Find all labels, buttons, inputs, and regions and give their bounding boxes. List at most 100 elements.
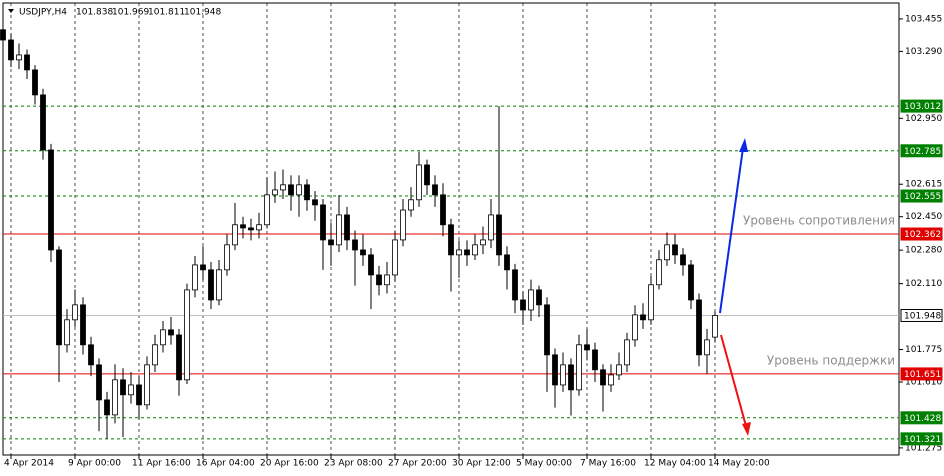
candle-body bbox=[120, 379, 126, 396]
y-tick-label: 102.280 bbox=[905, 246, 942, 256]
level-label: 101.321 bbox=[904, 435, 941, 445]
candle-body bbox=[128, 384, 134, 396]
down-arrow bbox=[720, 334, 747, 427]
header-low: 101.811 bbox=[148, 8, 185, 18]
y-tick-label: 101.775 bbox=[905, 345, 942, 355]
x-tick-label: 27 Apr 20:00 bbox=[388, 459, 447, 469]
header-close: 101.948 bbox=[184, 8, 221, 18]
candle-body bbox=[352, 239, 358, 251]
candle-body bbox=[608, 374, 614, 386]
candle-body bbox=[184, 289, 190, 381]
candle-body bbox=[632, 314, 638, 341]
candle-body bbox=[0, 29, 6, 41]
header-high: 101.969 bbox=[112, 8, 149, 18]
level-label-box bbox=[900, 99, 943, 113]
candle-body bbox=[216, 269, 222, 301]
candle-body bbox=[616, 364, 622, 376]
candle-body bbox=[232, 224, 238, 246]
candle-body bbox=[104, 399, 110, 416]
candle-body bbox=[360, 249, 366, 256]
candle-body bbox=[376, 274, 382, 286]
y-tick-label: 102.615 bbox=[905, 180, 942, 190]
candle-body bbox=[304, 184, 310, 201]
level-label: 101.948 bbox=[904, 311, 941, 321]
x-tick-label: 9 Apr 00:00 bbox=[68, 459, 121, 469]
level-label-box bbox=[900, 308, 943, 322]
candle-body bbox=[488, 214, 494, 241]
candle-body bbox=[88, 344, 94, 366]
candle-body bbox=[64, 319, 70, 346]
candle-body bbox=[16, 54, 22, 61]
candle-body bbox=[264, 194, 270, 226]
x-tick-label: 7 May 16:00 bbox=[580, 459, 636, 469]
candle-body bbox=[112, 379, 118, 416]
candle-body bbox=[208, 269, 214, 301]
candle-body bbox=[432, 184, 438, 196]
y-tick-label: 102.450 bbox=[905, 212, 942, 222]
level-label: 102.555 bbox=[904, 192, 941, 202]
candle-body bbox=[8, 39, 14, 61]
candle-body bbox=[48, 149, 54, 251]
candle-body bbox=[368, 254, 374, 276]
level-label: 101.651 bbox=[904, 370, 941, 380]
y-tick-label: 102.950 bbox=[905, 114, 942, 124]
candle-body bbox=[240, 224, 246, 229]
y-tick-label: 102.110 bbox=[905, 279, 942, 289]
candle-body bbox=[584, 344, 590, 351]
level-label: 101.428 bbox=[904, 414, 941, 424]
candle-body bbox=[384, 274, 390, 286]
candle-body bbox=[280, 184, 286, 191]
candle-body bbox=[160, 329, 166, 346]
header-open: 101.838 bbox=[76, 8, 113, 18]
candle-body bbox=[176, 334, 182, 381]
candle-body bbox=[40, 94, 46, 151]
candle-body bbox=[288, 184, 294, 196]
candle-body bbox=[320, 204, 326, 241]
candle-body bbox=[256, 224, 262, 231]
candle-body bbox=[592, 349, 598, 371]
candle-body bbox=[576, 344, 582, 391]
x-tick-label: 4 Apr 2014 bbox=[4, 459, 54, 469]
level-label: 102.785 bbox=[904, 147, 941, 157]
candle-body bbox=[152, 344, 158, 366]
candle-body bbox=[640, 314, 646, 321]
annotation: Уровень сопротивления bbox=[743, 214, 895, 228]
candle-body bbox=[504, 254, 510, 271]
candle-body bbox=[664, 244, 670, 261]
candle-body bbox=[248, 227, 254, 231]
candle-body bbox=[344, 214, 350, 241]
level-label-box bbox=[900, 144, 943, 158]
candle-body bbox=[224, 244, 230, 271]
up-arrow bbox=[719, 147, 744, 314]
candle-body bbox=[192, 264, 198, 291]
level-label: 103.012 bbox=[904, 102, 941, 112]
candle-body bbox=[96, 364, 102, 401]
y-tick-label: 103.290 bbox=[905, 47, 942, 57]
y-tick-label: 103.455 bbox=[905, 14, 942, 24]
level-label-box bbox=[900, 432, 943, 446]
x-tick-label: 20 Apr 16:00 bbox=[260, 459, 319, 469]
candle-body bbox=[416, 164, 422, 201]
layer: 4 Apr 2014 9 Apr 00:00 11 Apr 16:00 16 Apr … bbox=[0, 3, 943, 469]
candle-body bbox=[680, 254, 686, 266]
candle-body bbox=[536, 289, 542, 306]
candle-body bbox=[672, 244, 678, 256]
candle-body bbox=[424, 164, 430, 186]
candle-body bbox=[464, 249, 470, 256]
candle-body bbox=[544, 304, 550, 356]
y-tick-label: 101.610 bbox=[905, 377, 942, 387]
candle-body bbox=[696, 299, 702, 356]
candle-body bbox=[480, 239, 486, 246]
candle-body bbox=[32, 69, 38, 96]
x-tick-label: 12 May 04:00 bbox=[644, 459, 706, 469]
candle-body bbox=[136, 384, 142, 406]
candle-body bbox=[312, 199, 318, 206]
candle-body bbox=[328, 239, 334, 246]
candle-body bbox=[144, 364, 150, 406]
candle-body bbox=[688, 264, 694, 301]
candle-body bbox=[528, 289, 534, 311]
candle-body bbox=[56, 249, 62, 346]
annotation: Уровень поддержки bbox=[767, 353, 895, 367]
level-label-box bbox=[900, 227, 943, 241]
